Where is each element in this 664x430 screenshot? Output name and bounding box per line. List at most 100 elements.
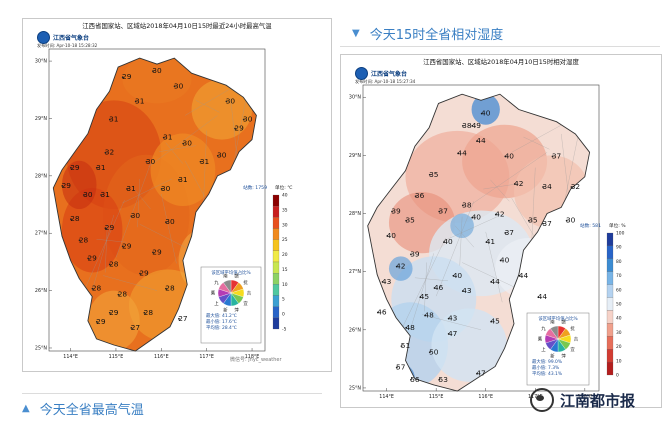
pie-label: 赣: [234, 272, 239, 279]
station-value: 53: [439, 375, 449, 384]
logo: 江西省气象台: [355, 67, 407, 80]
station-dot: [504, 155, 507, 158]
station-dot: [126, 188, 128, 190]
latitude-label: 26°N: [35, 288, 48, 294]
pie-label: 宜: [243, 300, 248, 307]
stat-line: 平均值: 43.1%: [532, 370, 562, 377]
station-value: 30: [152, 66, 162, 75]
pie-label: 鹰: [538, 336, 543, 343]
station-value: 50: [429, 347, 439, 356]
station-dot: [381, 281, 384, 283]
legend-swatch: [272, 250, 280, 263]
station-dot: [165, 287, 167, 290]
legend-swatch: [272, 194, 280, 207]
legend-tick: 40: [282, 193, 288, 199]
station-dot: [82, 194, 85, 196]
station-dot: [395, 366, 398, 369]
logo-text: 江西省气象台: [53, 35, 90, 42]
station-dot: [424, 314, 426, 317]
station-dot: [162, 136, 165, 139]
legend-tick: 35: [282, 207, 288, 213]
legend-swatch: [606, 297, 614, 311]
legend-tick: 20: [616, 344, 622, 350]
legend-swatch: [606, 310, 614, 324]
divider: [22, 393, 322, 394]
station-value: 29: [87, 253, 97, 262]
station-dot: [490, 281, 493, 283]
station-dot: [242, 118, 245, 121]
station-value: 40: [472, 213, 482, 222]
station-dot: [61, 185, 64, 187]
station-value: 44: [476, 136, 486, 145]
station-dot: [117, 293, 120, 296]
station-value: 48: [405, 323, 415, 332]
latitude-label: 28°N: [35, 173, 48, 179]
longitude-label: 118°E: [245, 354, 260, 360]
station-dot: [528, 219, 530, 222]
pie-label: 上: [214, 300, 219, 307]
station-dot: [143, 311, 146, 314]
station-value: 35: [528, 216, 538, 225]
station-dot: [471, 124, 474, 127]
pie-label: 新: [223, 307, 228, 314]
pie-label: 萍: [561, 353, 566, 360]
station-value: 31: [163, 133, 173, 142]
legend-tick: 30: [282, 222, 288, 228]
station-value: 40: [453, 271, 463, 280]
pie-label: 吉: [247, 291, 252, 297]
station-dot: [78, 239, 81, 242]
station-dot: [480, 112, 483, 115]
station-value: 28: [79, 235, 89, 244]
station-value: 45: [490, 317, 500, 326]
latitude-label: 30°N: [35, 59, 48, 65]
legend-swatch: [272, 217, 280, 229]
station-value: 46: [377, 308, 387, 317]
station-dot: [542, 222, 544, 225]
max-temperature-map: 江西省国家站、区域站2018年04月10日15时最近24小时最高气温 江西省气象…: [22, 18, 332, 372]
inset-title: 该区域平均值占比%: [211, 269, 250, 276]
station-value: 30: [243, 114, 253, 123]
station-dot: [542, 186, 544, 188]
station-value: 43: [462, 286, 472, 295]
station-dot: [490, 320, 493, 323]
station-value: 37: [552, 151, 562, 160]
triangle-up-icon: ▲: [22, 403, 30, 414]
legend-tick: 50: [616, 302, 622, 308]
station-value: 29: [70, 163, 80, 172]
station-dot: [152, 251, 154, 254]
legend-tick: -5: [282, 327, 287, 333]
station-dot: [108, 311, 111, 314]
station-dot: [121, 76, 124, 79]
station-value: 29: [122, 72, 132, 81]
station-dot: [95, 166, 98, 169]
station-value: 37: [439, 207, 449, 216]
station-value: 32: [105, 148, 114, 157]
station-value: 49: [472, 121, 482, 130]
station-dot: [570, 186, 573, 188]
humidity-heading-text: 今天15时全省相对湿度: [369, 28, 504, 43]
station-value: 43: [382, 277, 392, 286]
pie-label: 九: [214, 279, 219, 286]
station-value: 47: [476, 369, 486, 378]
station-dot: [419, 296, 422, 299]
station-count: 站数: 581: [580, 222, 601, 229]
station-value: 31: [96, 163, 106, 172]
legend-swatch: [272, 306, 280, 318]
station-dot: [518, 274, 521, 277]
pie-label: 赣: [561, 318, 566, 325]
meteorology-emblem-icon: [355, 67, 368, 80]
station-value: 37: [505, 228, 515, 237]
station-value: 44: [490, 277, 500, 286]
wechat-icon: [530, 388, 554, 412]
pie-label: 新: [550, 353, 555, 360]
station-dot: [410, 378, 412, 381]
station-value: 37: [542, 219, 552, 228]
legend-swatch: [272, 228, 280, 240]
legend-tick: 10: [282, 282, 288, 288]
station-value: 32: [571, 182, 580, 191]
station-dot: [428, 173, 431, 176]
station-dot: [405, 219, 408, 222]
legend-swatch: [606, 323, 614, 337]
legend-swatch: [272, 284, 280, 296]
station-value: 28: [118, 290, 128, 299]
